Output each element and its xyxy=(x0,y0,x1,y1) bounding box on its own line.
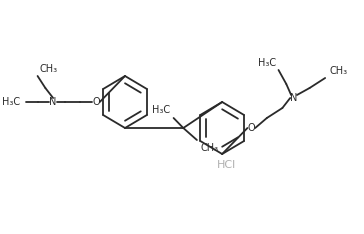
Text: H₃C: H₃C xyxy=(2,97,20,107)
Text: HCl: HCl xyxy=(217,160,236,170)
Text: H₃C: H₃C xyxy=(258,58,277,68)
Text: CH₃: CH₃ xyxy=(329,66,347,76)
Text: CH₃: CH₃ xyxy=(201,143,219,153)
Text: N: N xyxy=(50,97,57,107)
Text: O: O xyxy=(248,123,255,133)
Text: H₃C: H₃C xyxy=(151,105,170,115)
Text: N: N xyxy=(290,93,298,103)
Text: CH₃: CH₃ xyxy=(40,64,58,74)
Text: O: O xyxy=(92,97,100,107)
